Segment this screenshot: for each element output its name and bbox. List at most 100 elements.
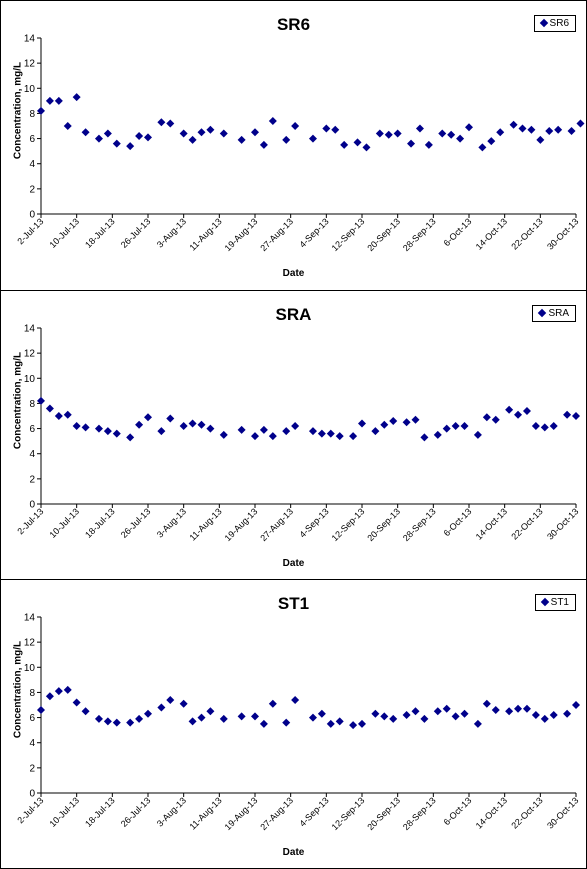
x-tick-label: 20-Sep-13 [365, 506, 402, 543]
data-point [251, 432, 259, 441]
data-point [45, 96, 54, 105]
x-tick-label: 2-Jul-13 [15, 216, 45, 246]
data-point [362, 143, 371, 152]
data-point [540, 423, 549, 432]
x-tick-label: 10-Jul-13 [47, 506, 81, 540]
data-point [563, 410, 572, 419]
x-tick-label: 22-Oct-13 [509, 216, 544, 251]
data-point [549, 422, 558, 431]
data-point [37, 396, 45, 405]
data-point [349, 432, 358, 441]
data-point [282, 135, 291, 144]
y-tick-label: 0 [29, 789, 35, 800]
data-point [380, 420, 389, 429]
data-point [389, 417, 398, 426]
data-point [460, 709, 469, 718]
data-point [112, 139, 121, 148]
data-point [358, 719, 366, 728]
data-point [157, 427, 166, 436]
y-tick-label: 6 [29, 424, 35, 435]
data-point [112, 429, 121, 438]
y-tick-label: 6 [29, 134, 35, 145]
data-point [291, 422, 300, 431]
y-tick-label: 14 [24, 34, 36, 45]
data-point [358, 419, 366, 428]
data-point [509, 120, 518, 129]
data-point [219, 129, 228, 138]
x-tick-label: 10-Jul-13 [47, 216, 81, 250]
data-point [259, 140, 268, 149]
data-point [282, 427, 291, 436]
y-tick-label: 14 [24, 324, 36, 335]
data-point [126, 433, 135, 442]
data-point [576, 119, 585, 128]
data-point [514, 410, 523, 419]
x-tick-label: 11-Aug-13 [187, 506, 223, 542]
x-tick-label: 27-Aug-13 [258, 795, 295, 832]
data-point [482, 413, 491, 422]
x-tick-label: 19-Aug-13 [223, 795, 260, 832]
y-tick-label: 4 [29, 159, 35, 170]
data-point [563, 709, 572, 718]
x-tick-label: 3-Aug-13 [155, 216, 188, 249]
data-point [317, 709, 326, 718]
data-point [135, 714, 144, 723]
data-point [126, 142, 135, 151]
data-point [126, 718, 135, 727]
data-point [473, 719, 482, 728]
data-point [549, 711, 558, 720]
data-point [331, 125, 340, 134]
data-point [166, 414, 175, 423]
y-tick-label: 4 [29, 449, 35, 460]
data-point [81, 707, 90, 716]
legend-label: SRA [548, 308, 569, 319]
x-axis-label: Date [282, 558, 305, 569]
y-tick-label: 10 [24, 84, 36, 95]
data-point [317, 429, 326, 438]
chart-title: SRA [275, 305, 312, 324]
data-point [188, 419, 197, 428]
data-point [45, 404, 54, 413]
data-point [237, 425, 246, 434]
x-tick-label: 14-Oct-13 [474, 506, 509, 541]
x-axis-label: Date [282, 847, 305, 858]
data-point [496, 128, 505, 137]
y-tick-label: 2 [29, 763, 35, 774]
x-tick-label: 27-Aug-13 [258, 216, 295, 253]
data-point [326, 719, 335, 728]
data-point [522, 406, 531, 415]
data-point [166, 695, 175, 704]
data-point [505, 707, 514, 716]
data-point [491, 706, 500, 715]
x-tick-label: 26-Jul-13 [119, 216, 153, 250]
chart-legend: SRA [532, 305, 576, 322]
data-point [308, 713, 317, 722]
x-tick-label: 4-Sep-13 [297, 216, 330, 249]
x-tick-label: 28-Sep-13 [401, 216, 438, 253]
x-tick-label: 12-Sep-13 [330, 506, 367, 543]
data-point [380, 712, 389, 721]
data-point [322, 124, 331, 133]
data-point [411, 415, 420, 424]
x-tick-label: 20-Sep-13 [365, 795, 402, 832]
x-tick-label: 19-Aug-13 [223, 216, 260, 253]
data-point [545, 127, 554, 136]
legend-label: ST1 [550, 597, 569, 608]
data-point [531, 422, 540, 431]
data-point [522, 704, 531, 713]
data-point [531, 711, 540, 720]
chart-plot-st1: 0 2 4 6 8 10 12 14 2-Jul-13 10-Jul-13 18-Jul-13 26-… [15, 613, 580, 833]
data-point [219, 714, 228, 723]
y-tick-label: 14 [24, 613, 36, 624]
x-tick-label: 28-Sep-13 [401, 506, 438, 543]
y-tick-label: 2 [29, 184, 35, 195]
x-tick-label: 6-Oct-13 [442, 795, 474, 827]
chart-panel-st1: ST1 ST1 Concentration, mg/L Date 0 2 4 6 8 10… [0, 579, 587, 869]
data-point [179, 129, 188, 138]
data-point [268, 699, 277, 708]
data-point [54, 687, 63, 696]
x-tick-label: 12-Sep-13 [330, 795, 367, 832]
data-point [411, 707, 420, 716]
y-tick-label: 4 [29, 738, 35, 749]
data-point [282, 718, 291, 727]
